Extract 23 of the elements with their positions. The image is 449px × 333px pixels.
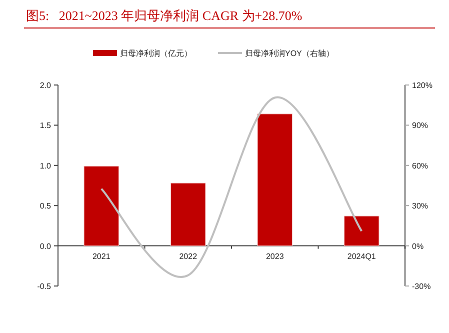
legend-label: 归母净利润YOY（右轴）: [245, 49, 334, 58]
bar: [344, 216, 380, 246]
bar: [170, 182, 206, 246]
x-tick-label: 2023: [266, 252, 284, 261]
y2-tick-label: 120%: [412, 81, 432, 90]
x-tick-label: 2024Q1: [347, 252, 376, 261]
y2-tick-label: -30%: [412, 282, 431, 291]
y-tick-label: 2.0: [40, 81, 52, 90]
y2-tick-label: 30%: [412, 202, 428, 211]
bar: [84, 166, 119, 246]
title: 图5: 2021~2023 年归母净利润 CAGR 为+28.70%: [26, 8, 302, 23]
y-tick-label: 0.5: [40, 202, 52, 211]
x-tick-label: 2022: [179, 252, 198, 261]
y2-tick-label: 60%: [412, 161, 428, 170]
bar: [257, 114, 292, 246]
y-tick-label: 1.0: [40, 161, 52, 170]
y2-tick-label: 0%: [412, 242, 424, 251]
y2-tick-label: 90%: [412, 121, 428, 130]
y-tick-label: 1.5: [40, 121, 52, 130]
x-tick-label: 2021: [92, 252, 111, 261]
legend-label: 归母净利润（亿元）: [120, 49, 192, 58]
y-tick-label: -0.5: [37, 282, 52, 291]
y-tick-label: 0.0: [40, 242, 52, 251]
